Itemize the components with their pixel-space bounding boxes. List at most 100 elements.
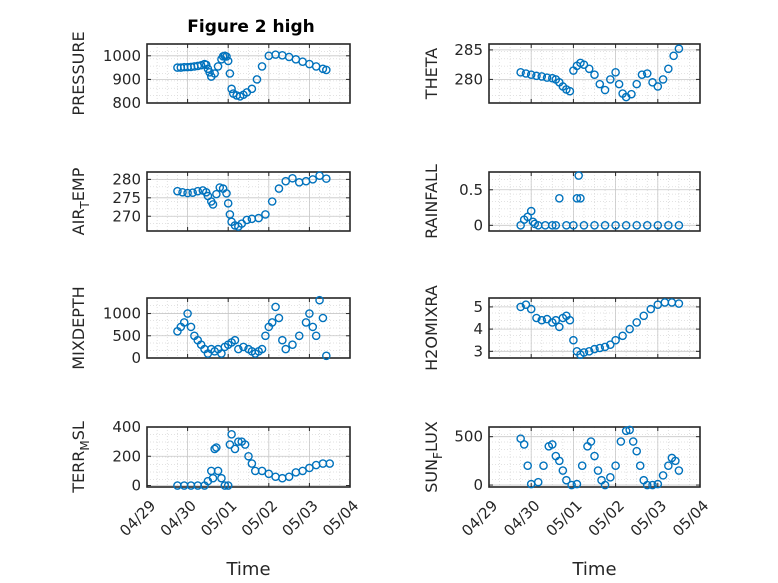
y-axis-label: TERRMSL bbox=[69, 421, 92, 494]
data-point bbox=[584, 347, 594, 356]
data-point bbox=[565, 86, 575, 96]
data-point bbox=[261, 210, 270, 219]
data-point bbox=[674, 44, 684, 54]
x-tick-label: 05/02 bbox=[238, 497, 281, 540]
data-point bbox=[308, 322, 318, 332]
data-point bbox=[208, 200, 218, 209]
data-point bbox=[294, 331, 304, 341]
data-point bbox=[569, 335, 578, 345]
data-point bbox=[217, 349, 226, 358]
data-point bbox=[526, 206, 536, 216]
y-tick-label: 800 bbox=[112, 94, 141, 112]
y-tick-label: 1000 bbox=[103, 305, 141, 323]
y-tick-label: 500 bbox=[112, 327, 141, 345]
data-point bbox=[593, 466, 603, 475]
axes-box bbox=[488, 43, 701, 104]
data-point bbox=[225, 440, 235, 449]
y-tick-label: 0 bbox=[473, 476, 483, 494]
data-point bbox=[274, 184, 284, 193]
axes-box bbox=[146, 43, 351, 104]
data-point bbox=[539, 461, 548, 471]
data-point bbox=[225, 210, 235, 219]
data-point bbox=[315, 295, 324, 305]
data-point bbox=[611, 335, 620, 345]
data-point bbox=[590, 451, 599, 461]
data-point bbox=[667, 298, 677, 307]
axes-box bbox=[146, 426, 351, 488]
data-point bbox=[322, 351, 331, 361]
data-point bbox=[671, 456, 680, 466]
data-point bbox=[579, 60, 589, 69]
x-tick-label: 05/01 bbox=[197, 497, 240, 540]
subplot-7: 0 200 400 TERRMSL 04/2904/3005/0105/0205/030… bbox=[69, 418, 362, 580]
data-point bbox=[627, 89, 636, 99]
data-point bbox=[600, 221, 610, 230]
data-point bbox=[600, 85, 610, 95]
y-tick-label: 900 bbox=[112, 70, 141, 88]
data-point bbox=[648, 480, 657, 490]
subplot-2: 280 285 THETA bbox=[422, 41, 701, 104]
data-point bbox=[278, 51, 287, 60]
x-tick-label: 05/03 bbox=[627, 497, 670, 540]
figure-title: Figure 2 high bbox=[187, 17, 315, 37]
data-point bbox=[261, 331, 270, 341]
data-point bbox=[519, 440, 529, 449]
data-point bbox=[257, 344, 267, 354]
subplot-5: 0 500 1000 MIXDEPTH bbox=[69, 286, 351, 370]
x-tick-label: 04/29 bbox=[116, 497, 159, 540]
data-point bbox=[548, 440, 557, 449]
data-point bbox=[611, 68, 620, 77]
y-tick-label: 0 bbox=[131, 349, 141, 367]
data-point bbox=[516, 302, 525, 312]
data-point bbox=[179, 318, 189, 327]
data-point bbox=[635, 461, 645, 471]
data-point bbox=[526, 70, 536, 79]
data-point bbox=[222, 189, 231, 198]
data-point bbox=[284, 472, 294, 482]
data-point bbox=[223, 199, 233, 208]
data-point bbox=[239, 342, 248, 352]
data-point bbox=[555, 456, 564, 466]
data-point bbox=[210, 444, 219, 454]
data-point bbox=[639, 311, 649, 321]
data-point bbox=[278, 473, 287, 483]
data-point bbox=[254, 213, 263, 223]
data-point bbox=[555, 194, 564, 203]
y-axis-label: MIXDEPTH bbox=[69, 286, 88, 369]
data-point bbox=[658, 471, 668, 480]
data-point bbox=[664, 221, 673, 230]
data-point bbox=[252, 75, 262, 84]
data-point bbox=[205, 68, 214, 77]
x-tick-label: 05/03 bbox=[278, 497, 321, 540]
data-point bbox=[616, 437, 626, 446]
data-point bbox=[590, 70, 599, 79]
data-point bbox=[653, 82, 663, 91]
data-point bbox=[210, 69, 219, 78]
y-tick-label: 500 bbox=[454, 428, 483, 446]
x-tick-label: 05/01 bbox=[542, 497, 585, 540]
data-point bbox=[600, 480, 610, 490]
data-point bbox=[572, 479, 582, 489]
data-point bbox=[288, 340, 297, 349]
y-axis-label: H2OMIXRA bbox=[422, 285, 441, 371]
data-point bbox=[247, 84, 257, 94]
data-point bbox=[186, 322, 196, 332]
subplot-1: 800 900 1000 PRESSURE bbox=[69, 31, 351, 116]
y-axis-label: THETA bbox=[422, 48, 441, 100]
data-point bbox=[227, 430, 236, 439]
data-point bbox=[614, 79, 624, 89]
data-point bbox=[291, 468, 301, 477]
data-point bbox=[658, 75, 668, 84]
x-tick-label: 05/04 bbox=[319, 497, 362, 540]
data-point bbox=[574, 171, 583, 180]
data-point bbox=[222, 52, 231, 61]
data-point bbox=[281, 176, 291, 186]
data-point bbox=[523, 461, 532, 471]
y-tick-label: 275 bbox=[112, 189, 141, 207]
data-point bbox=[220, 481, 230, 490]
data-point bbox=[664, 64, 673, 74]
data-point bbox=[208, 473, 218, 483]
data-point bbox=[257, 466, 267, 476]
data-point bbox=[632, 318, 642, 327]
